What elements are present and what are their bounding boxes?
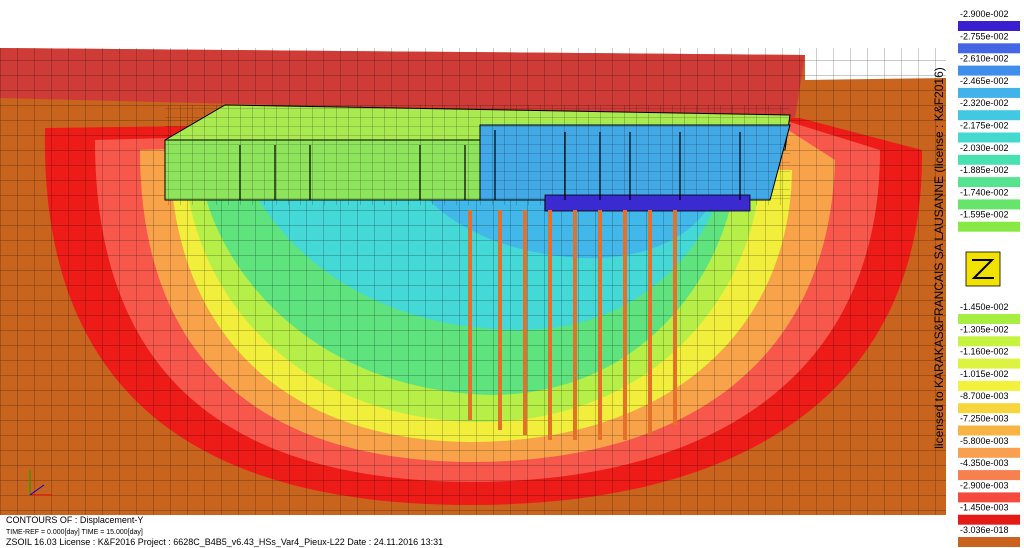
legend-label: -2.900e-003	[960, 480, 1009, 490]
legend-swatch	[958, 358, 1020, 369]
legend-swatch	[958, 132, 1020, 143]
legend-label: -4.350e-003	[960, 458, 1009, 468]
legend-label: -2.030e-002	[960, 143, 1009, 153]
logo	[965, 251, 1001, 287]
license-text: licensed to KARAKAS&FRANCAIS SA LAUSANNE…	[932, 67, 946, 449]
legend-label: -2.175e-002	[960, 121, 1009, 131]
legend-label: -2.465e-002	[960, 76, 1009, 86]
legend-label: -1.015e-002	[960, 369, 1009, 379]
legend-label: -7.250e-003	[960, 414, 1009, 424]
legend-swatch	[958, 470, 1020, 481]
legend-swatch	[958, 21, 1020, 31]
legend-swatch	[958, 403, 1020, 414]
legend-label: -1.160e-002	[960, 347, 1009, 357]
legend-swatch	[958, 43, 1020, 54]
legend-swatch	[958, 154, 1020, 165]
info-contours: CONTOURS OF : Displacement-Y	[6, 515, 143, 525]
legend-label: -1.595e-002	[960, 210, 1009, 220]
raft	[544, 194, 751, 212]
legend-swatch	[958, 380, 1020, 391]
legend-swatch	[958, 336, 1020, 347]
legend-swatch	[958, 177, 1020, 188]
legend-label: -8.700e-003	[960, 391, 1009, 401]
legend-swatch	[958, 87, 1020, 98]
legend-label: -5.800e-003	[960, 436, 1009, 446]
legend-label: -1.305e-002	[960, 324, 1009, 334]
legend: -2.900e-002 -2.755e-002 -2.610e-002 -2.465e…	[958, 9, 1020, 547]
legend-label: -3.036e-018	[960, 525, 1009, 535]
piles	[468, 210, 677, 440]
legend-swatch	[958, 199, 1020, 210]
legend-swatch	[958, 221, 1020, 232]
legend-swatch	[958, 537, 1020, 547]
legend-label: -2.320e-002	[960, 98, 1009, 108]
legend-label: -1.740e-002	[960, 187, 1009, 197]
legend-label: -1.450e-003	[960, 503, 1009, 513]
legend-label: -1.885e-002	[960, 165, 1009, 175]
walls	[239, 130, 741, 200]
legend-swatch	[958, 447, 1020, 458]
axes-icon	[29, 470, 52, 496]
legend-swatch	[958, 65, 1020, 76]
legend-label: -1.450e-002	[960, 302, 1009, 312]
legend-label: -2.755e-002	[960, 31, 1009, 41]
legend-swatch	[958, 314, 1020, 324]
legend-label: -2.610e-002	[960, 54, 1009, 64]
model-view	[0, 48, 946, 515]
legend-swatch	[958, 514, 1020, 525]
info-footer: ZSOIL 16.03 License : K&F2016 Project : …	[6, 537, 443, 547]
legend-swatch	[958, 425, 1020, 436]
building-mesh	[165, 105, 790, 205]
legend-swatch	[958, 110, 1020, 121]
legend-label: -2.900e-002	[960, 9, 1009, 19]
legend-swatch	[958, 492, 1020, 503]
info-time: TIME-REF = 0.000[day] TIME = 15.000[day]	[6, 529, 143, 536]
